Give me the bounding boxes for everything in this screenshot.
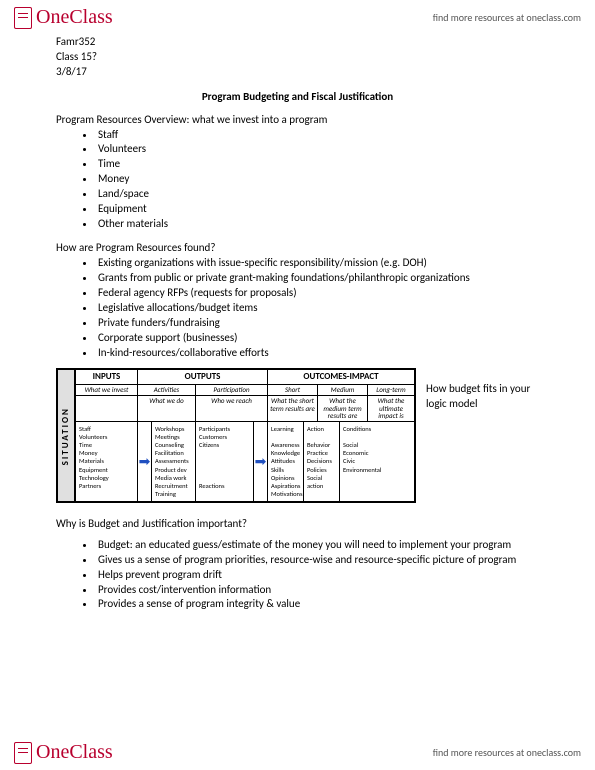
brand-name: OneClass bbox=[36, 6, 113, 29]
arrow-icon: ➡ bbox=[254, 422, 268, 501]
doc-meta: Famr352 Class 15? 3/8/17 bbox=[56, 35, 539, 80]
header-brand-bar: OneClass find more resources at oneclass… bbox=[0, 0, 595, 31]
lm-sub-medium: Medium bbox=[318, 385, 368, 396]
doc-title: Program Budgeting and Fiscal Justificati… bbox=[56, 90, 539, 103]
list-item: Land/space bbox=[96, 187, 539, 202]
lm-sub2-short: What the short term results are bbox=[268, 396, 318, 422]
list-item: Private funders/fundraising bbox=[96, 316, 539, 331]
lm-sub2-inputs bbox=[76, 396, 138, 422]
list-item: Volunteers bbox=[96, 142, 539, 157]
logic-model-figure: SITUATION INPUTS OUTPUTS OUTCOMES-IMPACT… bbox=[56, 368, 416, 503]
lm-header-outputs: OUTPUTS bbox=[138, 370, 268, 385]
brand-name: OneClass bbox=[36, 741, 113, 764]
brand-tagline[interactable]: find more resources at oneclass.com bbox=[433, 746, 581, 759]
section1-heading: Program Resources Overview: what we inve… bbox=[56, 113, 539, 126]
meta-date: 3/8/17 bbox=[56, 65, 539, 80]
brand-tagline[interactable]: find more resources at oneclass.com bbox=[433, 11, 581, 24]
brand-logo: OneClass bbox=[14, 741, 113, 764]
lm-body-inputs: Staff Volunteers Time Money Materials Eq… bbox=[76, 422, 138, 501]
list-item: Equipment bbox=[96, 202, 539, 217]
lm-body-long: Conditions Social Economic Civic Environ… bbox=[340, 422, 414, 501]
list-item: Legislative allocations/budget items bbox=[96, 301, 539, 316]
lm-sub-long: Long-term bbox=[368, 385, 414, 396]
list-item: Helps prevent program drift bbox=[96, 568, 539, 583]
arrow-icon: ➡ bbox=[138, 422, 152, 501]
lm-sub2-part: Who we reach bbox=[196, 396, 268, 422]
lm-header-outcomes: OUTCOMES-IMPACT bbox=[268, 370, 414, 385]
list-item: Corporate support (businesses) bbox=[96, 331, 539, 346]
list-item: Provides a sense of program integrity & … bbox=[96, 597, 539, 612]
paper-icon bbox=[14, 7, 32, 29]
lm-sub2-long: What the ultimate impact is bbox=[368, 396, 414, 422]
logic-model-caption: How budget fits in your logic model bbox=[426, 368, 539, 412]
list-item: Existing organizations with issue-specif… bbox=[96, 256, 539, 271]
list-item: Gives us a sense of program priorities, … bbox=[96, 553, 539, 568]
logic-model-situation: SITUATION bbox=[58, 370, 76, 501]
brand-logo: OneClass bbox=[14, 6, 113, 29]
lm-body-activities: Workshops Meetings Counseling Facilitati… bbox=[152, 422, 196, 501]
list-item: Grants from public or private grant-maki… bbox=[96, 271, 539, 286]
meta-course: Famr352 bbox=[56, 35, 539, 50]
lm-sub-short: Short bbox=[268, 385, 318, 396]
lm-body-participation: Participants Customers Citizens Reaction… bbox=[196, 422, 254, 501]
section1-list: Staff Volunteers Time Money Land/space E… bbox=[96, 128, 539, 232]
section3-heading: Why is Budget and Justification importan… bbox=[56, 517, 539, 530]
lm-header-inputs: INPUTS bbox=[76, 370, 138, 385]
list-item: Money bbox=[96, 172, 539, 187]
list-item: Federal agency RFPs (requests for propos… bbox=[96, 286, 539, 301]
lm-sub2-medium: What the medium term results are bbox=[318, 396, 368, 422]
situation-label: SITUATION bbox=[61, 407, 71, 465]
list-item: Time bbox=[96, 157, 539, 172]
lm-sub-participation: Participation bbox=[196, 385, 268, 396]
lm-sub-inputs: What we invest bbox=[76, 385, 138, 396]
list-item: Other materials bbox=[96, 217, 539, 232]
paper-icon bbox=[14, 742, 32, 764]
section2-list: Existing organizations with issue-specif… bbox=[96, 256, 539, 360]
section3-list: Budget: an educated guess/estimate of th… bbox=[96, 538, 539, 612]
section2-heading: How are Program Resources found? bbox=[56, 241, 539, 254]
lm-sub-activities: Activities bbox=[138, 385, 196, 396]
list-item: In-kind-resources/collaborative efforts bbox=[96, 346, 539, 361]
lm-sub2-act: What we do bbox=[138, 396, 196, 422]
list-item: Provides cost/intervention information bbox=[96, 583, 539, 598]
meta-class: Class 15? bbox=[56, 50, 539, 65]
lm-body-short: Learning Awareness Knowledge Attitudes S… bbox=[268, 422, 304, 501]
list-item: Staff bbox=[96, 128, 539, 143]
footer-brand-bar: OneClass find more resources at oneclass… bbox=[0, 735, 595, 766]
lm-body-medium: Action Behavior Practice Decisions Polic… bbox=[304, 422, 340, 501]
list-item: Budget: an educated guess/estimate of th… bbox=[96, 538, 539, 553]
